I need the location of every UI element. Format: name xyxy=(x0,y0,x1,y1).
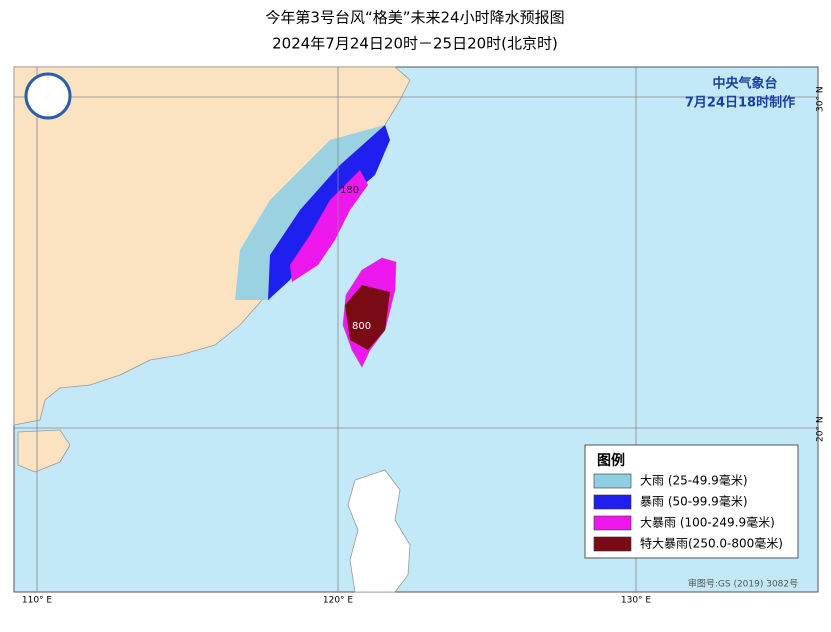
map: 180 800 中央气象台 7月24日18时制作 30° N 20° N 审图号… xyxy=(13,66,826,593)
review-number: 审图号:GS (2019) 3082号 xyxy=(688,578,798,590)
lon-label: 120° E xyxy=(323,596,354,606)
lon-label: 130° E xyxy=(621,596,652,606)
issued: 7月24日18时制作 xyxy=(685,95,795,111)
subtitle: 2024年7月24日20时－25日20时(北京时) xyxy=(272,35,558,53)
legend-swatch xyxy=(593,494,632,510)
legend-label: 暴雨 (50-99.9毫米) xyxy=(640,494,748,509)
legend-label: 大暴雨 (100-249.9毫米) xyxy=(640,515,775,530)
max-label: 800 xyxy=(352,321,371,332)
legend-swatch xyxy=(593,536,632,552)
mainland xyxy=(13,66,411,426)
hainan xyxy=(17,429,71,473)
title: 今年第3号台风“格美”未来24小时降水预报图 xyxy=(265,9,564,27)
max-label: 180 xyxy=(340,185,359,196)
logo xyxy=(24,72,72,120)
legend-swatch xyxy=(593,515,632,531)
rain-extreme xyxy=(345,285,390,350)
legend-label: 特大暴雨(250.0-800毫米) xyxy=(640,536,783,551)
legend-swatch xyxy=(593,473,632,489)
graticule xyxy=(14,67,818,592)
legend: 图例 大雨 (25-49.9毫米) 暴雨 (50-99.9毫米) 大暴雨 (100-… xyxy=(584,444,799,559)
legend-title: 图例 xyxy=(597,452,625,469)
luzon xyxy=(347,469,411,593)
lon-label: 110° E xyxy=(22,596,53,606)
lat-label: 30° N xyxy=(816,86,826,112)
lat-label: 20° N xyxy=(816,416,826,442)
agency: 中央气象台 xyxy=(712,76,777,92)
legend-label: 大雨 (25-49.9毫米) xyxy=(640,473,748,488)
rain-heavy-storm xyxy=(290,170,368,282)
